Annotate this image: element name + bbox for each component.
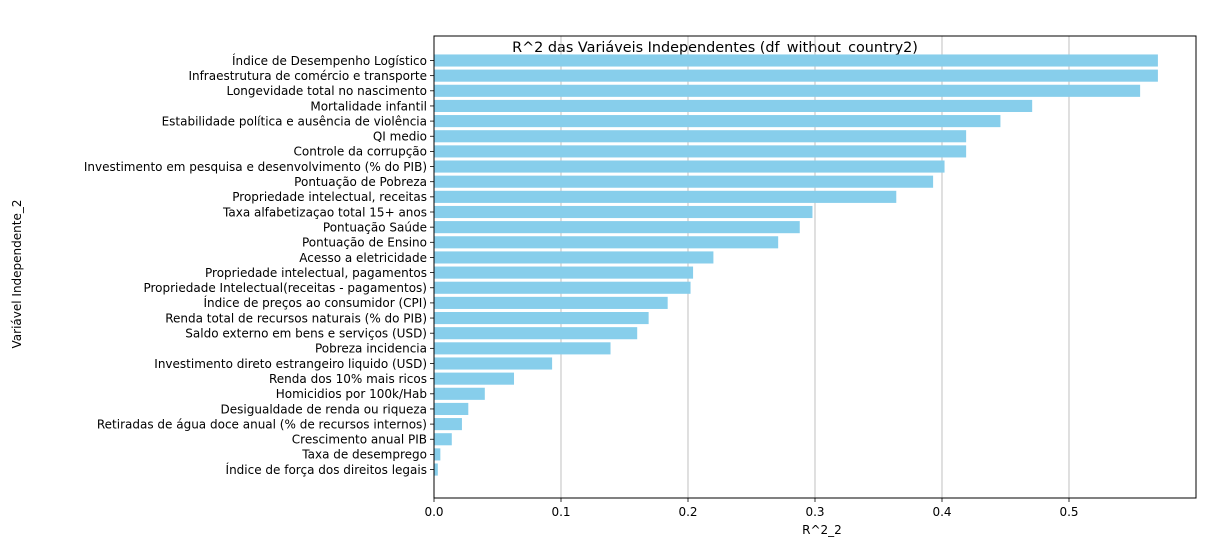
category-label: Pontuação de Ensino bbox=[302, 236, 427, 250]
category-label: Propriedade intelectual, receitas bbox=[232, 190, 427, 204]
bar bbox=[434, 266, 694, 279]
bar bbox=[434, 372, 515, 385]
category-label: Estabilidade política e ausência de viol… bbox=[162, 114, 427, 128]
bar bbox=[434, 99, 1033, 112]
category-label: Pontuação de Pobreza bbox=[294, 175, 427, 189]
bars bbox=[434, 54, 1158, 476]
x-tick-label: 0.2 bbox=[678, 505, 697, 519]
category-label: Acesso a eletricidade bbox=[299, 251, 427, 265]
category-label: Homicidios por 100k/Hab bbox=[276, 387, 427, 401]
bar bbox=[434, 433, 452, 446]
bar bbox=[434, 84, 1141, 97]
bar bbox=[434, 236, 779, 249]
category-label: Saldo externo em bens e serviços (USD) bbox=[185, 327, 427, 341]
bar bbox=[434, 205, 813, 219]
bar bbox=[434, 387, 485, 400]
category-label: Renda total de recursos naturais (% do P… bbox=[165, 311, 427, 325]
category-label: Renda dos 10% mais ricos bbox=[269, 372, 427, 386]
category-label: Índice de força dos direitos legais bbox=[226, 462, 427, 477]
bar bbox=[434, 69, 1158, 82]
x-tick-label: 0.3 bbox=[805, 505, 824, 519]
bar bbox=[434, 145, 967, 158]
bar bbox=[434, 463, 438, 476]
bar bbox=[434, 296, 668, 309]
bar bbox=[434, 221, 800, 234]
bar bbox=[434, 190, 897, 203]
chart-title: R^2 das Variáveis Independentes (df_with… bbox=[512, 40, 918, 56]
x-tick-label: 0.0 bbox=[424, 505, 443, 519]
y-axis-ticks: Índice de Desempenho LogísticoInfraestru… bbox=[84, 53, 434, 477]
category-label: Índice de preços ao consumidor (CPI) bbox=[203, 295, 427, 310]
category-label: Taxa de desemprego bbox=[301, 448, 427, 462]
category-label: Investimento direto estrangeiro liquido … bbox=[154, 357, 427, 371]
bar bbox=[434, 281, 691, 294]
category-label: Longevidade total no nascimento bbox=[226, 84, 427, 98]
category-label: Índice de Desempenho Logístico bbox=[232, 53, 427, 68]
category-label: Investimento em pesquisa e desenvolvimen… bbox=[84, 160, 427, 174]
category-label: Desigualdade de renda ou riqueza bbox=[221, 402, 427, 416]
category-label: Propriedade intelectual, pagamentos bbox=[205, 266, 427, 280]
x-tick-label: 0.4 bbox=[932, 505, 951, 519]
category-label: Controle da corrupção bbox=[294, 145, 427, 159]
bar bbox=[434, 251, 714, 264]
x-tick-label: 0.5 bbox=[1059, 505, 1078, 519]
category-label: Mortalidade infantil bbox=[310, 99, 427, 113]
y-axis-label: Variável Independente_2 bbox=[10, 200, 24, 349]
bar bbox=[434, 54, 1158, 67]
x-axis-label: R^2_2 bbox=[802, 523, 842, 537]
bar bbox=[434, 160, 945, 173]
bar bbox=[434, 175, 934, 188]
bar bbox=[434, 448, 441, 461]
bar bbox=[434, 418, 462, 431]
bar bbox=[434, 342, 611, 355]
bar bbox=[434, 115, 1001, 128]
category-label: Crescimento anual PIB bbox=[292, 433, 427, 447]
category-label: Infraestrutura de comércio e transporte bbox=[188, 69, 427, 83]
category-label: QI medio bbox=[373, 130, 427, 144]
category-label: Pobreza incidencia bbox=[315, 342, 427, 356]
x-axis-ticks: 0.0 0.1 0.2 0.3 0.4 0.5 bbox=[424, 498, 1079, 519]
x-tick-label: 0.1 bbox=[551, 505, 570, 519]
category-label: Taxa alfabetizaçao total 15+ anos bbox=[222, 205, 427, 219]
category-label: Pontuação Saúde bbox=[323, 220, 427, 234]
bar bbox=[434, 327, 638, 340]
category-label: Retiradas de água doce anual (% de recur… bbox=[97, 417, 427, 431]
bar bbox=[434, 402, 469, 415]
bar bbox=[434, 130, 967, 143]
bar bbox=[434, 357, 553, 370]
category-label: Propriedade Intelectual(receitas - pagam… bbox=[143, 281, 427, 295]
bar bbox=[434, 312, 649, 325]
